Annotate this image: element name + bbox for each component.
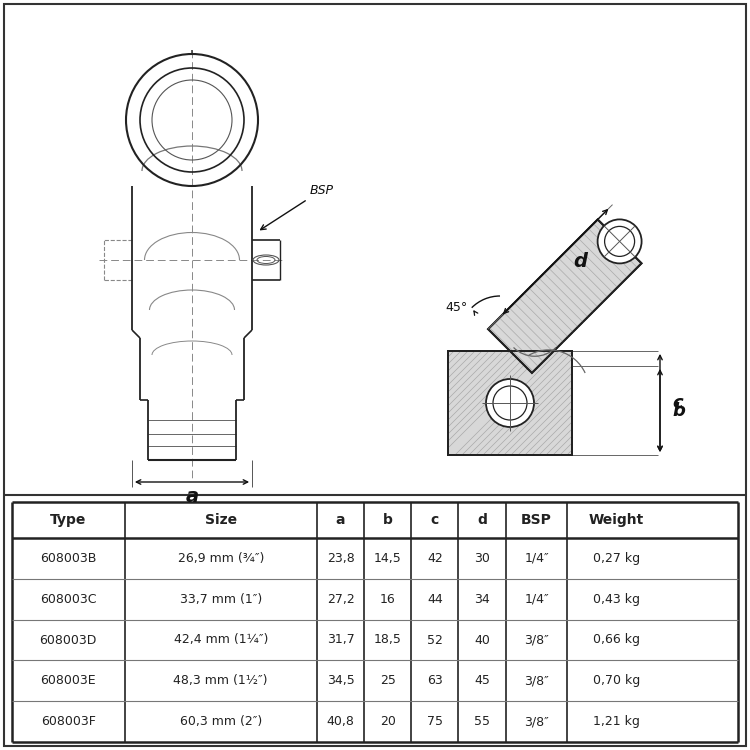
Text: 23,8: 23,8 [327, 552, 355, 565]
Text: 0,66 kg: 0,66 kg [593, 634, 640, 646]
Text: 27,2: 27,2 [327, 592, 355, 606]
Text: 608003C: 608003C [40, 592, 97, 606]
Text: 75: 75 [427, 715, 443, 728]
Text: 3/8″: 3/8″ [524, 634, 549, 646]
Text: 33,7 mm (1″): 33,7 mm (1″) [179, 592, 262, 606]
Text: Type: Type [50, 513, 86, 527]
Text: c: c [672, 394, 682, 412]
Text: d: d [574, 252, 587, 271]
Text: b: b [672, 401, 685, 419]
Text: BSP: BSP [261, 184, 334, 230]
Text: 1/4″: 1/4″ [524, 592, 549, 606]
Text: 608003B: 608003B [40, 552, 97, 565]
Text: 42,4 mm (1¼″): 42,4 mm (1¼″) [173, 634, 268, 646]
Text: 44: 44 [427, 592, 442, 606]
Text: 1/4″: 1/4″ [524, 552, 549, 565]
Circle shape [486, 379, 534, 427]
Text: 30: 30 [474, 552, 490, 565]
Text: 63: 63 [427, 674, 442, 687]
Text: a: a [185, 487, 199, 506]
Text: Weight: Weight [589, 513, 644, 527]
Text: 608003D: 608003D [40, 634, 97, 646]
Text: 60,3 mm (2″): 60,3 mm (2″) [179, 715, 262, 728]
Bar [448, 351, 572, 455]
Text: 18,5: 18,5 [374, 634, 402, 646]
Text: 48,3 mm (1½″): 48,3 mm (1½″) [173, 674, 268, 687]
Text: 20: 20 [380, 715, 396, 728]
Text: 1,21 kg: 1,21 kg [593, 715, 640, 728]
Text: a: a [336, 513, 345, 527]
Text: 3/8″: 3/8″ [524, 715, 549, 728]
Text: 45: 45 [474, 674, 490, 687]
Text: BSP: BSP [521, 513, 552, 527]
Text: 40,8: 40,8 [326, 715, 355, 728]
Text: 42: 42 [427, 552, 442, 565]
Text: c: c [430, 513, 439, 527]
Text: 0,27 kg: 0,27 kg [592, 552, 640, 565]
Text: 3/8″: 3/8″ [524, 674, 549, 687]
Bar [448, 351, 572, 455]
Text: 608003E: 608003E [40, 674, 96, 687]
Text: 14,5: 14,5 [374, 552, 401, 565]
Text: 25: 25 [380, 674, 396, 687]
Text: 608003F: 608003F [40, 715, 96, 728]
Text: 55: 55 [474, 715, 490, 728]
Text: d: d [477, 513, 487, 527]
Text: 34,5: 34,5 [327, 674, 355, 687]
Circle shape [598, 220, 641, 263]
Text: 52: 52 [427, 634, 442, 646]
Text: Size: Size [205, 513, 237, 527]
Text: 34: 34 [474, 592, 490, 606]
Text: 0,70 kg: 0,70 kg [592, 674, 640, 687]
Text: 0,43 kg: 0,43 kg [593, 592, 640, 606]
Text: 31,7: 31,7 [327, 634, 355, 646]
Text: b: b [382, 513, 393, 527]
Text: 40: 40 [474, 634, 490, 646]
Text: 26,9 mm (¾″): 26,9 mm (¾″) [178, 552, 264, 565]
Text: 45°: 45° [446, 301, 468, 314]
Polygon shape [488, 220, 641, 373]
Text: 16: 16 [380, 592, 395, 606]
